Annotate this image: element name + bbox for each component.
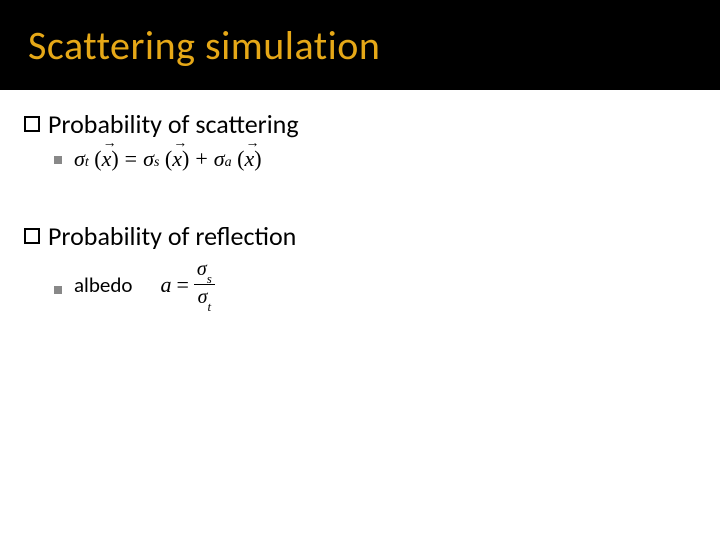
bullet-small-square-icon — [54, 286, 62, 294]
bullet-reflection: Probability of reflection — [24, 220, 696, 252]
bullet-reflection-text: Probability of reflection — [48, 220, 296, 252]
formula-albedo: a = σs σt — [160, 258, 214, 311]
formula-scattering: σt (→x) = σs (→x) + σa (→x) — [74, 146, 262, 172]
title-bar: Scattering simulation — [0, 0, 720, 90]
formula-albedo-row: albedo a = σs σt — [54, 258, 696, 311]
bullet-scattering: Probability of scattering — [24, 108, 696, 140]
slide-title: Scattering simulation — [28, 21, 380, 70]
bullet-small-square-icon — [54, 156, 62, 164]
albedo-label: albedo — [74, 272, 132, 298]
formula-scattering-row: σt (→x) = σs (→x) + σa (→x) — [54, 146, 696, 172]
slide-body: Probability of scattering σt (→x) = σs (… — [0, 90, 720, 311]
bullet-square-icon — [24, 228, 40, 244]
bullet-square-icon — [24, 116, 40, 132]
